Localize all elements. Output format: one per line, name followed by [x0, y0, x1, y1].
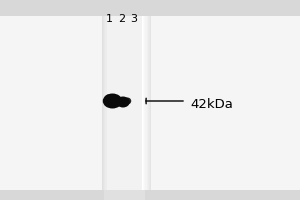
Bar [107, 16, 108, 190]
Ellipse shape [105, 94, 117, 100]
Text: 42kDa: 42kDa [190, 98, 233, 111]
Bar [109, 16, 110, 190]
Bar [108, 16, 109, 190]
Bar [103, 16, 104, 190]
Text: 2: 2 [118, 14, 125, 24]
Bar [104, 16, 106, 190]
Bar [0, 0, 104, 200]
Bar [150, 16, 151, 190]
Bar [148, 16, 149, 190]
Ellipse shape [116, 97, 130, 108]
Text: 1: 1 [106, 14, 113, 24]
Bar [0, 16, 300, 190]
Text: 3: 3 [130, 14, 137, 24]
Bar [142, 16, 143, 190]
Bar [110, 16, 112, 190]
Ellipse shape [103, 94, 122, 108]
Bar [143, 16, 144, 190]
Bar [0, 0, 300, 20]
Bar [144, 16, 145, 190]
Ellipse shape [106, 102, 116, 108]
Bar [149, 16, 150, 190]
Bar [145, 16, 146, 190]
Bar [107, 16, 142, 190]
Ellipse shape [124, 98, 131, 104]
Bar [106, 16, 107, 190]
Bar [146, 16, 148, 190]
Bar [102, 16, 103, 190]
